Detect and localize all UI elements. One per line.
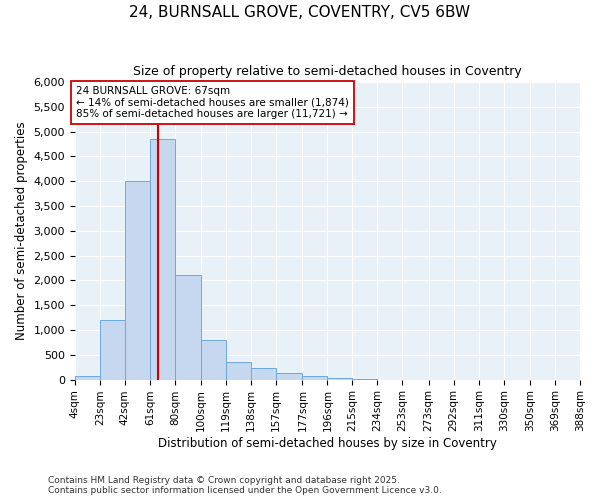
Bar xyxy=(75,376,100,380)
Bar xyxy=(100,320,125,380)
Bar xyxy=(302,376,328,380)
Bar xyxy=(150,139,175,380)
Bar xyxy=(226,362,251,380)
Text: 24, BURNSALL GROVE, COVENTRY, CV5 6BW: 24, BURNSALL GROVE, COVENTRY, CV5 6BW xyxy=(130,5,470,20)
Bar xyxy=(276,373,302,380)
Bar xyxy=(201,340,226,380)
Bar xyxy=(251,368,276,380)
Text: Contains HM Land Registry data © Crown copyright and database right 2025.
Contai: Contains HM Land Registry data © Crown c… xyxy=(48,476,442,495)
Y-axis label: Number of semi-detached properties: Number of semi-detached properties xyxy=(15,122,28,340)
Bar xyxy=(328,378,352,380)
Title: Size of property relative to semi-detached houses in Coventry: Size of property relative to semi-detach… xyxy=(133,65,522,78)
X-axis label: Distribution of semi-detached houses by size in Coventry: Distribution of semi-detached houses by … xyxy=(158,437,497,450)
Bar xyxy=(125,181,150,380)
Text: 24 BURNSALL GROVE: 67sqm
← 14% of semi-detached houses are smaller (1,874)
85% o: 24 BURNSALL GROVE: 67sqm ← 14% of semi-d… xyxy=(76,86,349,119)
Bar xyxy=(175,276,201,380)
